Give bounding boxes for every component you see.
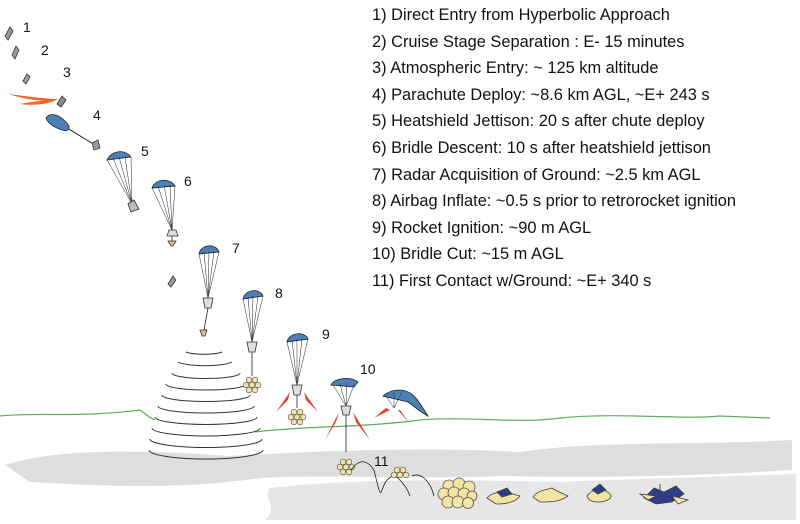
rocket-flame-left	[276, 392, 290, 412]
step-number-4: 4	[93, 107, 101, 123]
rocket-flame-left	[325, 412, 339, 440]
rocket-flame-right	[353, 412, 370, 440]
ground-line	[0, 409, 771, 433]
entry-capsule	[56, 95, 67, 108]
step-numbers: 1 2 3 4 5 6 7 8 9 10 11	[23, 19, 389, 469]
ground-shadow-lower	[265, 474, 796, 520]
stage-1-spacecraft	[4, 26, 31, 85]
step-number-6: 6	[184, 173, 192, 189]
flyaway-rocket-flame-right	[398, 410, 410, 424]
packed-parachute	[45, 114, 70, 131]
stage-3-entry	[8, 94, 67, 108]
flyaway-canopy	[382, 389, 430, 418]
lander	[199, 329, 208, 337]
cruise-craft-2	[11, 45, 20, 60]
sequence-legend: 1) Direct Entry from Hyperbolic Approach…	[372, 2, 736, 295]
step-number-8: 8	[275, 285, 283, 301]
parachute-canopy	[151, 179, 176, 189]
stage-10-bridle-cut	[325, 378, 370, 476]
deflated-airbags	[486, 483, 612, 505]
legend-item-8: 8) Airbag Inflate: ~0.5 s prior to retro…	[372, 192, 736, 211]
descent-capsule	[91, 139, 101, 151]
step-number-5: 5	[141, 143, 149, 159]
stage-5-heatshield-jettison	[106, 151, 140, 213]
parachute-canopy	[106, 151, 132, 161]
bounce-trajectory	[350, 461, 435, 497]
step-number-2: 2	[41, 42, 49, 58]
step-number-10: 10	[360, 361, 376, 377]
airbags	[242, 376, 262, 394]
step-number-9: 9	[322, 326, 330, 342]
parachute-canopy	[286, 333, 309, 343]
backshell-flyaway	[374, 389, 430, 424]
flyaway-rocket-flame-left	[374, 408, 390, 418]
ground	[0, 409, 796, 520]
legend-item-3: 3) Atmospheric Entry: ~ 125 km altitude	[372, 59, 659, 78]
legend-item-11: 11) First Contact w/Ground: ~E+ 340 s	[372, 271, 652, 290]
parachute-canopy-collapsing	[330, 378, 359, 388]
airbags	[336, 458, 356, 476]
cruise-craft-1	[4, 26, 14, 41]
stage-6-bridle-descent	[151, 179, 179, 247]
step-number-1: 1	[23, 19, 31, 35]
step-number-3: 3	[63, 64, 71, 80]
stage-4-parachute-deploy	[45, 114, 101, 151]
backshell	[166, 229, 179, 237]
legend-item-9: 9) Rocket Ignition: ~90 m AGL	[372, 218, 592, 237]
backshell	[340, 405, 352, 416]
entry-plasma-trail	[8, 94, 58, 105]
step-number-7: 7	[232, 240, 240, 256]
ground-shadow	[5, 440, 792, 486]
heatshield	[167, 275, 177, 288]
stage-7-radar-acquisition	[198, 245, 220, 337]
stage-9-rocket-ignition	[276, 333, 318, 426]
airbags-bounce	[390, 466, 410, 479]
legend-item-1: 1) Direct Entry from Hyperbolic Approach	[372, 6, 670, 24]
legend-item-2: 2) Cruise Stage Separation : E- 15 minut…	[372, 32, 685, 51]
airbags	[287, 408, 307, 426]
backshell	[291, 384, 303, 396]
lander	[167, 240, 177, 247]
backshell	[246, 341, 258, 353]
ground-line-segment	[139, 409, 156, 421]
parachute-canopy	[242, 290, 264, 300]
legend-item-10: 10) Bridle Cut: ~15 m AGL	[372, 245, 564, 264]
backshell	[202, 297, 214, 309]
rocket-flame-right	[304, 392, 318, 412]
stage-11-bounce-and-rest	[350, 461, 690, 509]
legend-item-4: 4) Parachute Deploy: ~8.6 km AGL, ~E+ 24…	[372, 85, 710, 104]
legend-item-7: 7) Radar Acquisition of Ground: ~2.5 km …	[372, 165, 701, 184]
radar-beam-rings	[148, 351, 264, 460]
legend-item-5: 5) Heatshield Jettison: 20 s after chute…	[372, 112, 705, 131]
step-number-11: 11	[374, 453, 389, 469]
legend-item-6: 6) Bridle Descent: 10 s after heatshield…	[372, 138, 711, 157]
lander-petals-open	[638, 484, 690, 505]
airbags-rest	[437, 477, 478, 509]
cruise-craft-3	[22, 73, 31, 85]
stage-8-airbag-inflate	[242, 290, 264, 394]
lander-backshell	[127, 199, 140, 213]
